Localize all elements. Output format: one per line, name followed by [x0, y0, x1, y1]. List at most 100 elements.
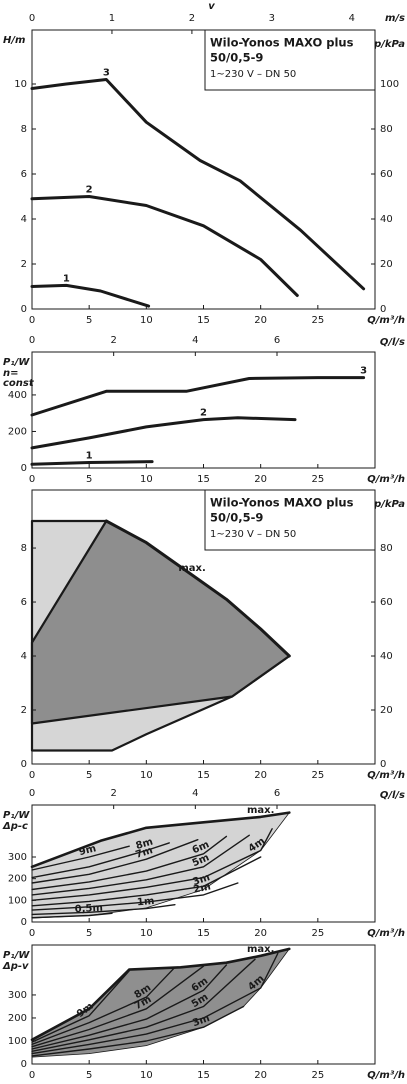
x2-tick-label: 0 [29, 788, 35, 799]
y-tick-label: 100 [8, 1036, 27, 1047]
y-tick-label: 300 [8, 852, 27, 863]
chart-subtitle: 50/0,5-9 [210, 51, 263, 65]
y-axis-note: n= [3, 368, 19, 379]
chart-subtitle: 50/0,5-9 [210, 511, 263, 525]
y2-tick-label: 40 [380, 214, 393, 225]
panel: 0 5 10 15 20 25 Q/m³/h0100200300P₁/WΔp-vmax.9m… [2, 944, 405, 1081]
chart-title: Wilo-Yonos MAXO plus [210, 496, 354, 510]
y-tick-label: 0 [21, 463, 27, 474]
y-tick-label: 6 [21, 169, 27, 180]
y-axis-label: P₁/W [3, 357, 30, 368]
title-box [204, 29, 376, 91]
x2-tick-label: 6 [274, 788, 280, 799]
x-tick-label: 5 [86, 474, 92, 485]
x-tick-label: 25 [311, 770, 324, 781]
curve [30, 416, 297, 450]
x-tick-label: 0 [29, 1070, 35, 1080]
curve-label: 8m [135, 837, 155, 853]
x-tick-label: 25 [311, 474, 324, 485]
curve [31, 835, 228, 891]
panel: 0 5 10 15 20 25 Q/m³/h02468020406080p/kPaWilo-… [21, 489, 405, 781]
curve [31, 952, 279, 1055]
x-tick-label: 10 [140, 474, 153, 485]
x2-tick-label: 6 [274, 335, 280, 346]
x2-tick-label: 2 [110, 788, 116, 799]
x-tick-label: 10 [140, 770, 153, 781]
x-tick-label: 5 [86, 315, 92, 326]
curve [30, 947, 291, 1042]
y-tick-label: 100 [8, 895, 27, 906]
y2-tick-label: 60 [380, 597, 393, 608]
y2-tick-label: 60 [380, 169, 393, 180]
x2-tick-label: 2 [110, 335, 116, 346]
curve [104, 519, 291, 658]
x-axis-label: Q/m³/h [367, 474, 405, 485]
curve [31, 856, 262, 907]
chart-title: Wilo-Yonos MAXO plus [210, 36, 354, 50]
x-tick-label: 20 [254, 474, 267, 485]
y2-tick-label: 20 [380, 705, 393, 716]
y-tick-label: 0 [21, 917, 27, 928]
x2-tick-label: 3 [269, 13, 275, 24]
curve [30, 811, 291, 869]
curve-label: max. [178, 563, 205, 574]
panel: 0 5 10 15 20 25 Q/m³/h0246810H/m020406080100p/… [3, 1, 405, 326]
x-axis-label: Q/m³/h [367, 315, 405, 326]
curve [30, 460, 154, 466]
curve-label: 3 [360, 366, 367, 377]
x-tick-label: 5 [86, 770, 92, 781]
x-tick-label: 10 [140, 315, 153, 326]
x-tick-label: 20 [254, 928, 267, 939]
x-axis-label: Q/m³/h [367, 770, 405, 781]
x2-tick-label: 0 [29, 335, 35, 346]
y2-tick-label: 0 [380, 759, 386, 770]
curve-label: 0,5m [74, 903, 103, 916]
y-tick-label: 8 [21, 543, 27, 554]
curve [31, 904, 176, 916]
y2-tick-label: 20 [380, 259, 393, 270]
curve [31, 882, 239, 911]
y2-axis-label: p/kPa [373, 39, 405, 50]
curve-label: 7m [134, 845, 154, 861]
panel: 0 5 10 15 20 25 Q/m³/h 0 100 200 300 P₁/WΔp-c 0 2 4 6 Q/… [2, 788, 405, 939]
curve-label: 2 [200, 408, 207, 419]
y-axis-note: Δp-c [2, 821, 28, 832]
x2-axis-label: Q/l/s [380, 337, 405, 348]
x2-tick-label: 4 [192, 788, 198, 799]
y-tick-label: 6 [21, 597, 27, 608]
curve-label: 3m [191, 1013, 211, 1029]
curve [31, 1005, 245, 1057]
curve [31, 965, 205, 1048]
x-tick-label: 20 [254, 770, 267, 781]
curve-label: 9m [78, 843, 98, 858]
x-tick-label: 5 [86, 928, 92, 939]
y-tick-label: 2 [21, 705, 27, 716]
curve-label: 2m [193, 881, 212, 895]
curve [31, 839, 199, 884]
x2-tick-label: 4 [349, 13, 355, 24]
y-axis-label: H/m [3, 35, 25, 46]
x-tick-label: 20 [254, 1070, 267, 1080]
curve-label: 2 [86, 185, 93, 196]
curve [31, 842, 170, 879]
y-tick-label: 300 [8, 990, 27, 1001]
x-tick-label: 10 [140, 1070, 153, 1080]
curve [30, 283, 151, 308]
y2-tick-label: 80 [380, 124, 393, 135]
x-tick-label: 15 [197, 315, 210, 326]
y2-tick-label: 80 [380, 543, 393, 554]
curve-label: 1m [137, 896, 155, 909]
x2-tick-label: 4 [192, 335, 198, 346]
curve [31, 828, 273, 901]
curve [31, 966, 176, 1046]
x2-tick-label: 0 [29, 13, 35, 24]
y-tick-label: 400 [8, 390, 27, 401]
curve-label: 1 [86, 451, 93, 462]
x-tick-label: 10 [140, 928, 153, 939]
x2-axis-unit: m/s [385, 13, 405, 24]
curve-label: 3m [191, 872, 211, 888]
curve [31, 970, 130, 1043]
y-tick-label: 4 [21, 651, 27, 662]
y-tick-label: 0 [21, 1059, 27, 1070]
x2-tick-label: 2 [189, 13, 195, 24]
